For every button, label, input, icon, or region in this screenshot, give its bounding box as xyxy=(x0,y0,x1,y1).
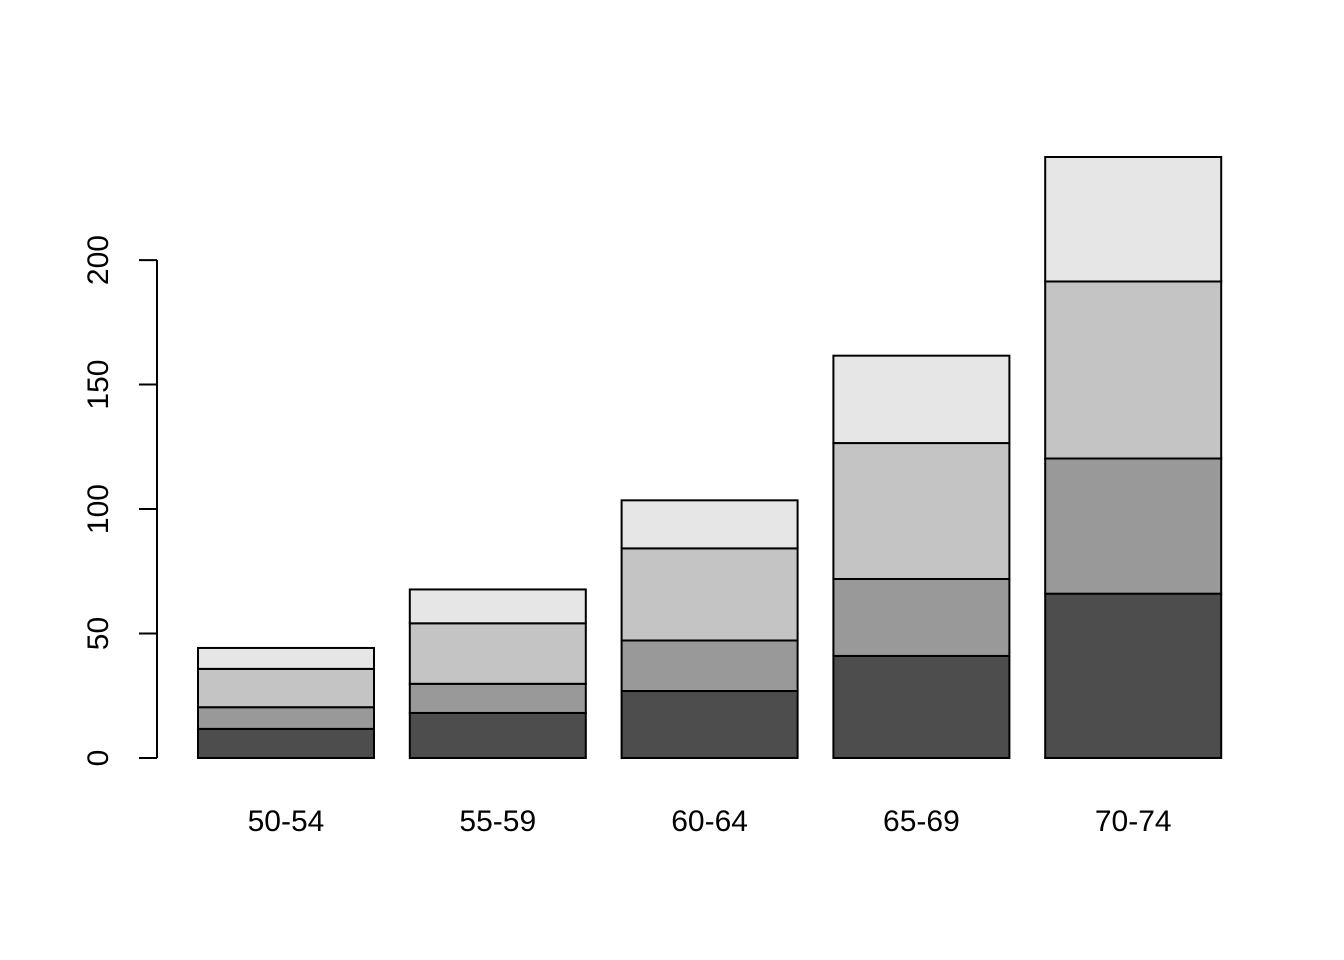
bar-segment xyxy=(408,622,587,685)
bar-segment xyxy=(197,646,375,670)
bar-segment xyxy=(1044,156,1223,283)
bar-segment xyxy=(1044,457,1223,595)
bar-segment xyxy=(197,667,375,709)
y-tick-label: 0 xyxy=(82,750,115,767)
bar-segment xyxy=(832,654,1011,760)
bar-segment xyxy=(197,706,375,730)
x-tick-label: 65-69 xyxy=(883,805,960,838)
bar-segment xyxy=(197,727,375,759)
x-tick-label: 50-54 xyxy=(248,805,325,838)
y-tick-label: 100 xyxy=(82,484,115,534)
x-tick-label: 55-59 xyxy=(459,805,536,838)
x-tick-label: 60-64 xyxy=(671,805,748,838)
bar-segment xyxy=(620,547,799,642)
bar-segment xyxy=(832,577,1011,657)
bar-segment xyxy=(832,354,1011,445)
bar-segment xyxy=(620,690,799,759)
bar-segment xyxy=(408,711,587,759)
bar-segment xyxy=(620,639,799,693)
y-tick-label: 200 xyxy=(82,235,115,285)
x-tick-label: 70-74 xyxy=(1095,805,1172,838)
bar-segment xyxy=(1044,280,1223,460)
bar-segment xyxy=(408,588,587,625)
bar-segment xyxy=(408,682,587,714)
bar-segment xyxy=(832,442,1011,580)
bar-segment xyxy=(1044,592,1223,760)
y-tick-label: 150 xyxy=(82,360,115,410)
y-tick-label: 50 xyxy=(82,617,115,650)
bar-segment xyxy=(620,499,799,550)
